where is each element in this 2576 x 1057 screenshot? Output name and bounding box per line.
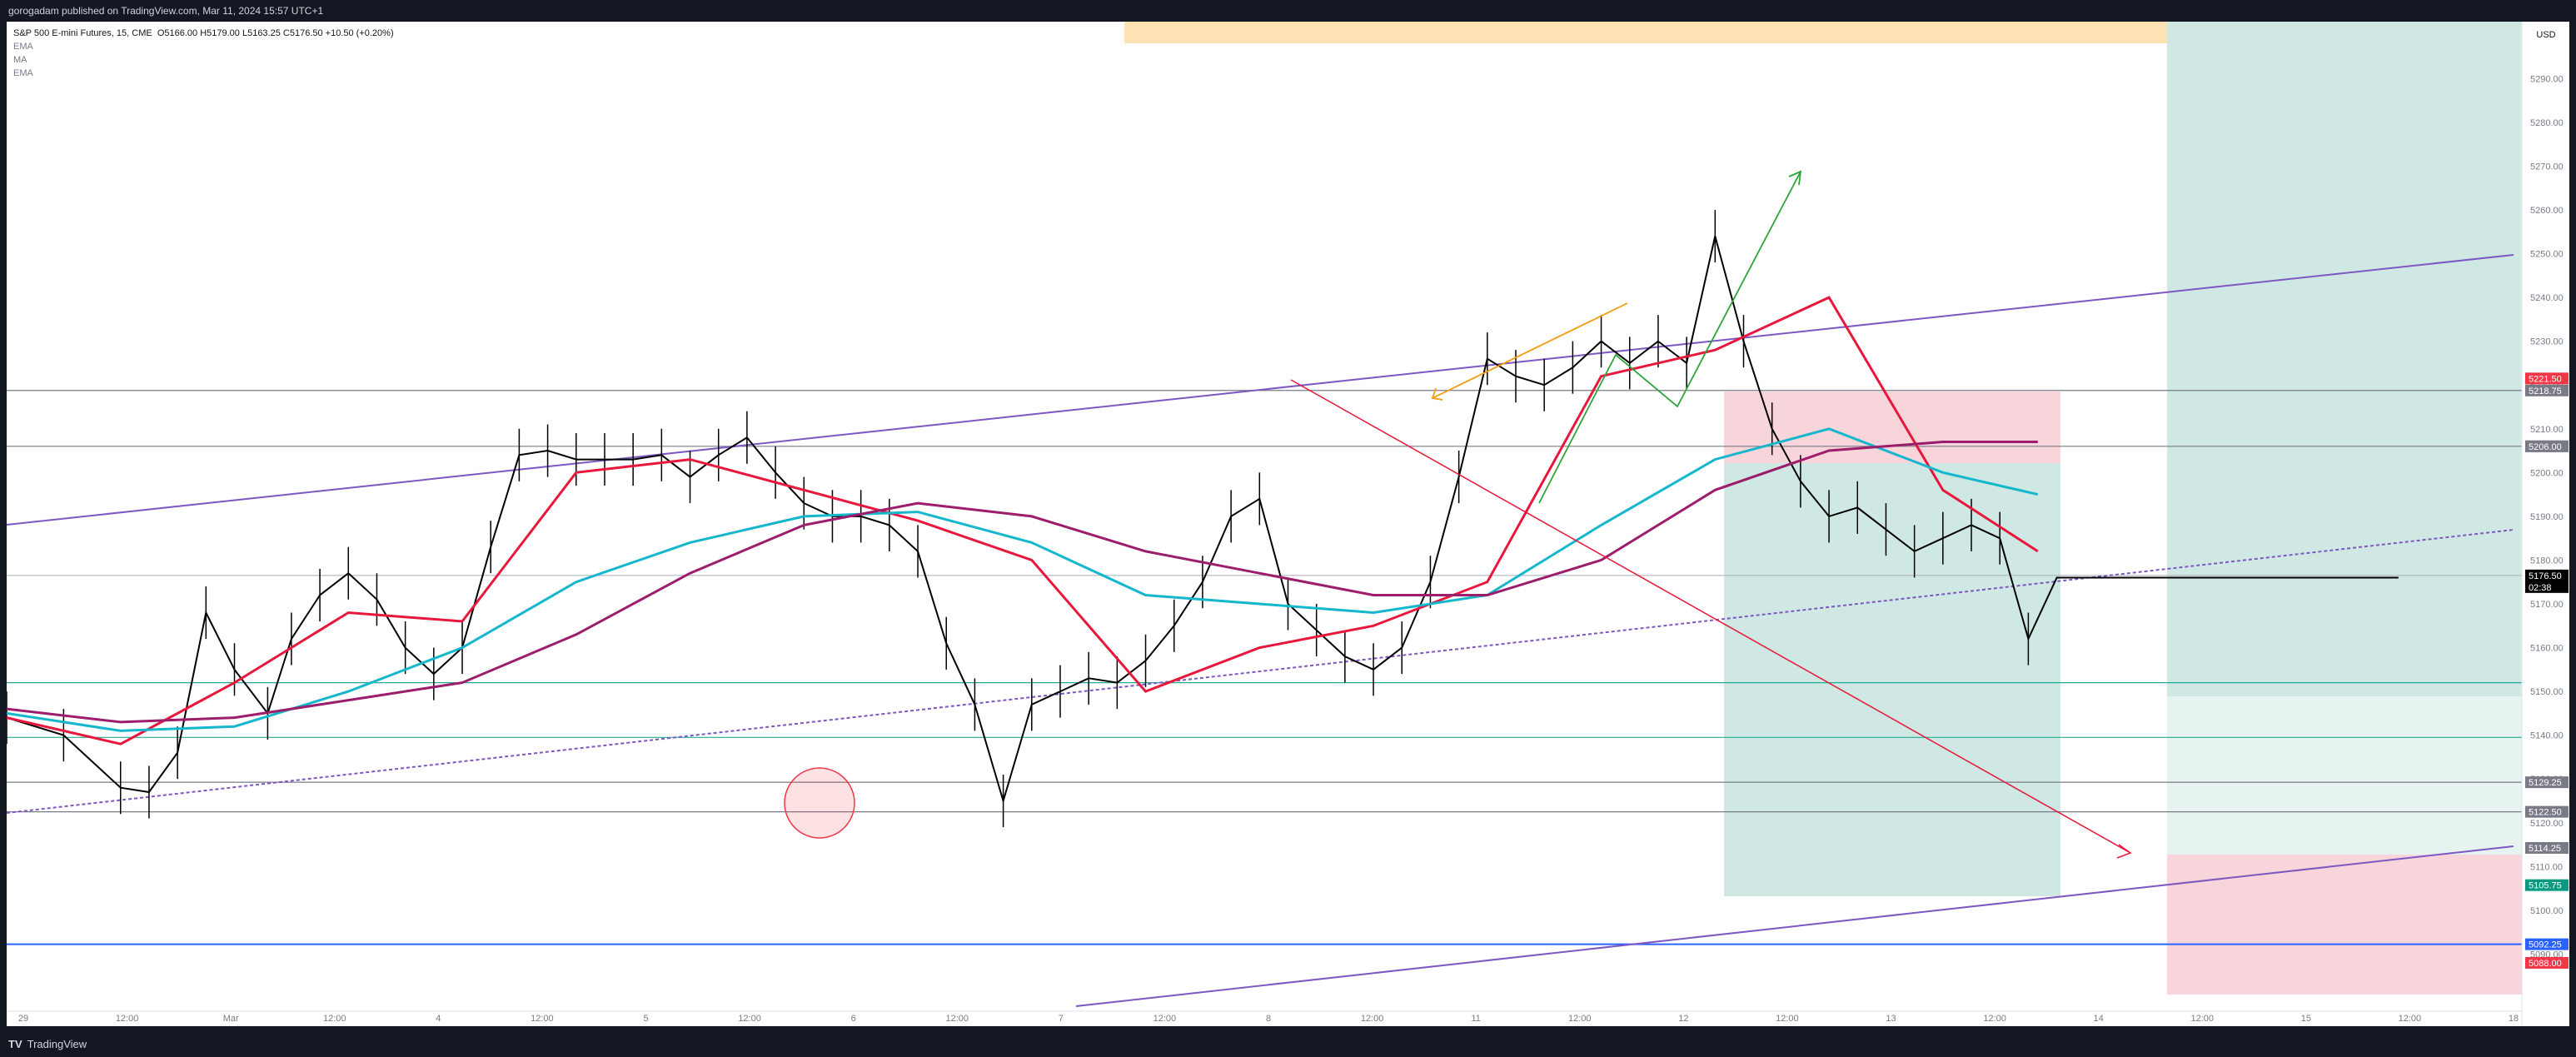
time-tick-label: 14 <box>2094 1014 2104 1024</box>
logo-text: TradingView <box>27 1038 87 1050</box>
time-tick-label: 12:00 <box>1983 1014 2006 1024</box>
price-label-text: 5092.25 <box>2529 940 2562 950</box>
ohlc-values: O5166.00 H5179.00 L5163.25 C5176.50 +10.… <box>157 28 394 38</box>
tradingview-logo[interactable]: TV TradingView <box>8 1031 87 1057</box>
time-tick-label: 12:00 <box>1776 1014 1799 1024</box>
price-label-text: 5129.25 <box>2529 778 2562 788</box>
price-label-tag <box>2525 956 2569 969</box>
short-target-zone <box>1724 463 2060 896</box>
green-arrow-head <box>1788 170 1802 186</box>
legend-symbol-line: S&P 500 E-mini Futures, 15, CME O5166.00… <box>13 27 394 40</box>
red-arrow-head <box>2116 844 2132 859</box>
time-tick-label: 7 <box>1059 1014 1064 1024</box>
price-tick-label: 5180.00 <box>2530 556 2564 566</box>
channel-upper-line <box>7 254 2514 526</box>
time-tick-label: Mar <box>223 1014 239 1024</box>
long-partial-zone <box>2167 696 2522 855</box>
ma-line <box>7 427 2039 732</box>
tv-logo-icon: TV <box>8 1038 22 1050</box>
time-tick-label: 12:00 <box>738 1014 761 1024</box>
publish-text: gorogadam published on TradingView.com, … <box>8 5 324 17</box>
price-tick-label: 5210.00 <box>2530 425 2564 435</box>
green-projection-arrow <box>1538 171 1801 504</box>
time-tick-label: 13 <box>1886 1014 1896 1024</box>
time-tick-label: 5 <box>643 1014 648 1024</box>
time-tick-label: 12:00 <box>1361 1014 1384 1024</box>
time-tick-label: 15 <box>2301 1014 2311 1024</box>
price-tick-label: 5170.00 <box>2530 600 2564 610</box>
price-label-text: 5218.75 <box>2529 386 2562 396</box>
price-tick-label: 5280.00 <box>2530 118 2564 128</box>
price-tick-label: 5110.00 <box>2530 862 2563 872</box>
price-chart[interactable]: 5090.005100.005110.005120.005130.005140.… <box>7 22 2569 1026</box>
price-label-tag <box>2525 569 2569 593</box>
highlight-circle <box>784 767 855 839</box>
price-tick-label: 5150.00 <box>2530 687 2564 697</box>
price-axis <box>2522 22 2569 1026</box>
chart-area[interactable]: 5090.005100.005110.005120.005130.005140.… <box>7 22 2569 1026</box>
red-trend-arrow-line <box>1290 379 2131 854</box>
time-tick-label: 12:00 <box>1153 1014 1177 1024</box>
price-tick-label: 5260.00 <box>2530 206 2564 216</box>
time-tick-label: 12:00 <box>2399 1014 2422 1024</box>
time-tick-label: 6 <box>851 1014 856 1024</box>
price-label-tag <box>2525 776 2569 789</box>
indicator-ema-fast[interactable]: EMA <box>13 42 33 52</box>
ema-fast-line <box>7 296 2039 745</box>
currency-label[interactable]: USD <box>2536 30 2556 40</box>
price-tick-label: 5230.00 <box>2530 337 2564 347</box>
time-tick-label: 12:00 <box>116 1014 139 1024</box>
price-label-tag <box>2525 384 2569 396</box>
countdown-text: 02:38 <box>2529 583 2552 593</box>
channel-lower-line <box>1075 845 2514 1007</box>
indicator-ema-slow[interactable]: EMA <box>13 68 33 78</box>
price-tick-label: 5240.00 <box>2530 293 2564 303</box>
price-label-text: 5088.00 <box>2529 959 2562 969</box>
price-label-text: 5105.75 <box>2529 881 2562 891</box>
indicator-ma[interactable]: MA <box>13 55 27 65</box>
time-tick-label: 12:00 <box>531 1014 554 1024</box>
price-tick-label: 5120.00 <box>2530 819 2564 829</box>
price-tick-label: 5270.00 <box>2530 162 2564 172</box>
price-label-tag <box>2525 841 2569 854</box>
price-tick-label: 5200.00 <box>2530 468 2564 478</box>
time-tick-label: 12:00 <box>945 1014 969 1024</box>
chart-legend: S&P 500 E-mini Futures, 15, CME O5166.00… <box>13 27 394 80</box>
price-tick-label: 5140.00 <box>2530 731 2564 741</box>
channel-mid-line <box>7 529 2514 814</box>
price-label-tag <box>2525 805 2569 818</box>
orange-arrow-line <box>1432 302 1628 399</box>
price-label-tag <box>2525 879 2569 891</box>
price-label-text: 5122.50 <box>2529 808 2562 818</box>
time-tick-label: 12 <box>1678 1014 1688 1024</box>
symbol-name[interactable]: S&P 500 E-mini Futures, 15, CME <box>13 28 152 38</box>
time-tick-label: 18 <box>2509 1014 2519 1024</box>
price-tick-label: 5290.00 <box>2530 74 2564 84</box>
time-tick-label: 12:00 <box>1568 1014 1592 1024</box>
orange-arrow-head <box>1431 387 1443 401</box>
price-tick-label: 5100.00 <box>2530 906 2564 916</box>
time-tick-label: 8 <box>1266 1014 1271 1024</box>
time-tick-label: 29 <box>18 1014 28 1024</box>
ema-slow-line <box>7 441 2038 724</box>
price-label-tag <box>2525 440 2569 452</box>
time-tick-label: 12:00 <box>2190 1014 2214 1024</box>
time-tick-label: 12:00 <box>323 1014 346 1024</box>
price-label-tag <box>2525 938 2569 950</box>
price-label-text: 5176.50 <box>2529 571 2562 581</box>
price-label-text: 5206.00 <box>2529 442 2562 452</box>
time-tick-label: 11 <box>1471 1014 1480 1024</box>
price-tick-label: 5160.00 <box>2530 644 2564 654</box>
publish-bar: gorogadam published on TradingView.com, … <box>0 0 2576 22</box>
long-stop-zone <box>2167 855 2522 995</box>
price-label-text: 5114.25 <box>2529 844 2561 854</box>
footer-bar: TV TradingView <box>0 1031 2576 1057</box>
price-tick-label: 5250.00 <box>2530 250 2564 260</box>
price-tick-label: 5190.00 <box>2530 512 2564 522</box>
time-tick-label: 4 <box>436 1014 441 1024</box>
price-label-text: 5221.50 <box>2529 374 2562 384</box>
price-label-tag <box>2525 372 2569 385</box>
